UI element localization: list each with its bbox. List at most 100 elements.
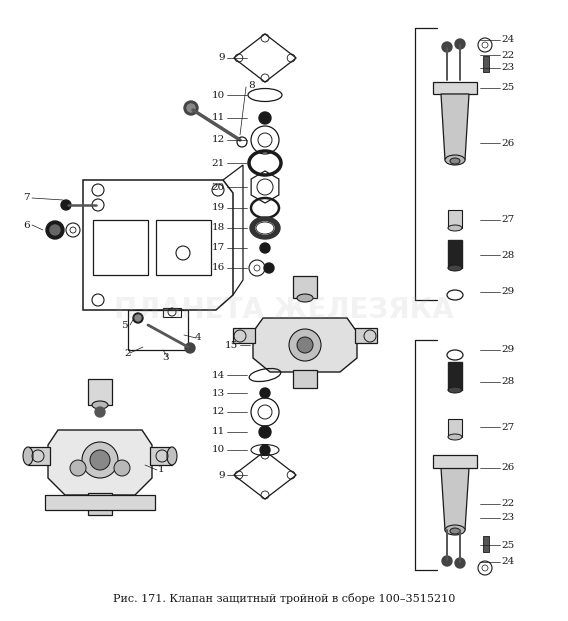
Bar <box>156 220 211 275</box>
Circle shape <box>82 442 118 478</box>
Text: 16: 16 <box>212 263 225 273</box>
Circle shape <box>260 243 270 253</box>
Bar <box>293 276 317 298</box>
Circle shape <box>455 558 465 568</box>
Text: 21: 21 <box>212 158 225 168</box>
Text: 24: 24 <box>501 558 514 566</box>
Polygon shape <box>45 495 155 510</box>
Bar <box>150 447 172 465</box>
Text: 29: 29 <box>501 288 514 296</box>
Circle shape <box>90 450 110 470</box>
Text: 22: 22 <box>501 50 514 60</box>
Ellipse shape <box>23 447 33 465</box>
Circle shape <box>114 460 130 476</box>
Ellipse shape <box>297 294 313 302</box>
Circle shape <box>259 112 271 124</box>
Text: 28: 28 <box>501 250 514 260</box>
Bar <box>483 56 489 72</box>
Text: 24: 24 <box>501 35 514 45</box>
Ellipse shape <box>256 222 274 234</box>
Text: 5: 5 <box>122 320 128 330</box>
Text: Рис. 171. Клапан защитный тройной в сборе 100–3515210: Рис. 171. Клапан защитный тройной в сбор… <box>113 594 455 604</box>
Circle shape <box>297 337 313 353</box>
Text: ПЛАНЕТА ЖЕЛЕЗЯКА: ПЛАНЕТА ЖЕЛЕЗЯКА <box>114 296 454 324</box>
Bar <box>293 370 317 388</box>
Text: 10: 10 <box>212 91 225 99</box>
Text: 2: 2 <box>125 348 131 358</box>
Ellipse shape <box>167 447 177 465</box>
Text: 18: 18 <box>212 224 225 232</box>
Bar <box>448 362 462 390</box>
Circle shape <box>95 407 105 417</box>
Bar <box>163 308 181 317</box>
Text: 3: 3 <box>162 353 169 361</box>
Circle shape <box>185 343 195 353</box>
Circle shape <box>442 556 452 566</box>
Text: 19: 19 <box>212 204 225 212</box>
Bar <box>448 419 462 437</box>
Circle shape <box>70 460 86 476</box>
Text: 27: 27 <box>501 215 514 225</box>
Ellipse shape <box>450 158 460 164</box>
Bar <box>88 379 112 405</box>
Circle shape <box>442 42 452 52</box>
Text: 29: 29 <box>501 345 514 355</box>
Ellipse shape <box>250 217 280 239</box>
Text: 13: 13 <box>212 389 225 397</box>
Text: 12: 12 <box>212 407 225 417</box>
Bar <box>28 447 50 465</box>
Bar <box>483 536 489 552</box>
Text: 20: 20 <box>212 183 225 191</box>
Circle shape <box>50 225 60 235</box>
Ellipse shape <box>445 525 465 535</box>
Text: 25: 25 <box>501 83 514 93</box>
Circle shape <box>289 329 321 361</box>
Text: 9: 9 <box>218 53 225 63</box>
Circle shape <box>187 104 195 112</box>
Text: 1: 1 <box>158 466 165 474</box>
Text: 7: 7 <box>23 194 30 202</box>
Circle shape <box>259 426 271 438</box>
Text: 25: 25 <box>501 540 514 550</box>
Bar <box>355 328 377 343</box>
Ellipse shape <box>450 528 460 534</box>
Ellipse shape <box>448 387 462 393</box>
Circle shape <box>61 200 71 210</box>
Circle shape <box>184 101 198 115</box>
Polygon shape <box>433 82 477 94</box>
Text: 4: 4 <box>195 333 202 343</box>
Text: 27: 27 <box>501 422 514 432</box>
Text: 8: 8 <box>248 81 254 89</box>
Circle shape <box>133 313 143 323</box>
Text: 26: 26 <box>501 138 514 148</box>
Text: 11: 11 <box>212 427 225 437</box>
Polygon shape <box>253 318 357 372</box>
Circle shape <box>46 221 64 239</box>
Ellipse shape <box>448 434 462 440</box>
Text: 11: 11 <box>212 114 225 122</box>
Text: 23: 23 <box>501 63 514 73</box>
Text: 6: 6 <box>23 220 30 230</box>
Text: 12: 12 <box>212 135 225 145</box>
Circle shape <box>260 445 270 455</box>
Polygon shape <box>48 430 152 495</box>
Polygon shape <box>441 468 469 530</box>
Circle shape <box>455 39 465 49</box>
Circle shape <box>135 315 141 321</box>
Ellipse shape <box>445 155 465 165</box>
Circle shape <box>260 388 270 398</box>
Text: 23: 23 <box>501 514 514 522</box>
Bar <box>88 493 112 515</box>
Text: 22: 22 <box>501 499 514 509</box>
Bar <box>448 240 462 268</box>
Text: 10: 10 <box>212 445 225 455</box>
Text: 26: 26 <box>501 463 514 473</box>
Bar <box>233 328 255 343</box>
Text: 17: 17 <box>212 243 225 253</box>
Bar <box>93 220 148 275</box>
Text: 14: 14 <box>212 371 225 379</box>
Bar <box>448 210 462 228</box>
Circle shape <box>264 263 274 273</box>
Ellipse shape <box>92 401 108 409</box>
Polygon shape <box>433 455 477 468</box>
